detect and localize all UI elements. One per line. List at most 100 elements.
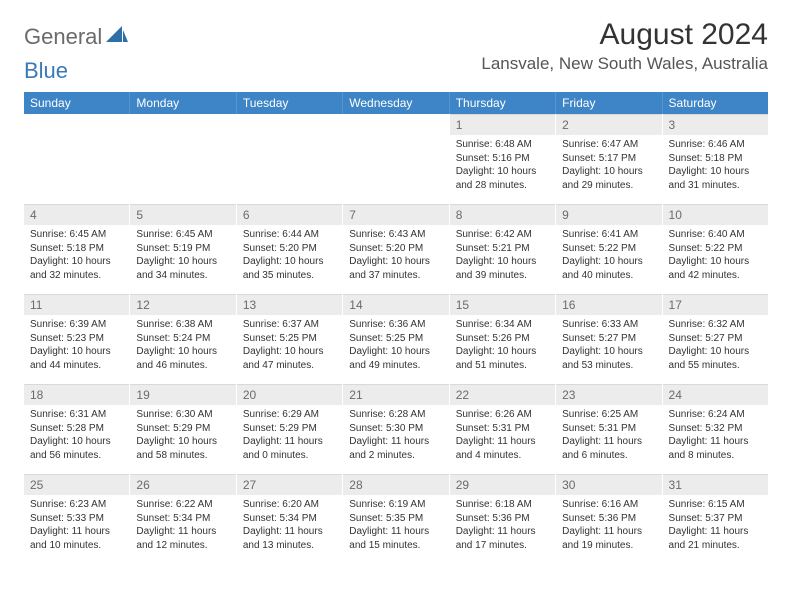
daylight-text: Daylight: 10 hours and 46 minutes. bbox=[136, 345, 229, 372]
day-info: Sunrise: 6:37 AMSunset: 5:25 PMDaylight:… bbox=[237, 315, 342, 378]
day-info: Sunrise: 6:42 AMSunset: 5:21 PMDaylight:… bbox=[450, 225, 555, 288]
daylight-text: Daylight: 11 hours and 0 minutes. bbox=[243, 435, 336, 462]
day-cell: 19Sunrise: 6:30 AMSunset: 5:29 PMDayligh… bbox=[130, 384, 236, 474]
week-row: 25Sunrise: 6:23 AMSunset: 5:33 PMDayligh… bbox=[24, 474, 768, 564]
day-info: Sunrise: 6:29 AMSunset: 5:29 PMDaylight:… bbox=[237, 405, 342, 468]
day-info: Sunrise: 6:38 AMSunset: 5:24 PMDaylight:… bbox=[130, 315, 235, 378]
daylight-text: Daylight: 11 hours and 17 minutes. bbox=[456, 525, 549, 552]
sunrise-text: Sunrise: 6:43 AM bbox=[349, 228, 442, 242]
daylight-text: Daylight: 10 hours and 34 minutes. bbox=[136, 255, 229, 282]
daylight-text: Daylight: 11 hours and 8 minutes. bbox=[669, 435, 762, 462]
day-cell bbox=[343, 114, 449, 204]
day-info bbox=[237, 135, 342, 144]
day-info: Sunrise: 6:32 AMSunset: 5:27 PMDaylight:… bbox=[663, 315, 768, 378]
day-cell: 29Sunrise: 6:18 AMSunset: 5:36 PMDayligh… bbox=[450, 474, 556, 564]
sunset-text: Sunset: 5:20 PM bbox=[243, 242, 336, 256]
sunset-text: Sunset: 5:34 PM bbox=[136, 512, 229, 526]
sunset-text: Sunset: 5:31 PM bbox=[456, 422, 549, 436]
sunset-text: Sunset: 5:16 PM bbox=[456, 152, 549, 166]
day-number: 2 bbox=[556, 114, 661, 135]
day-info: Sunrise: 6:44 AMSunset: 5:20 PMDaylight:… bbox=[237, 225, 342, 288]
day-number: 5 bbox=[130, 204, 235, 225]
week-row: 1Sunrise: 6:48 AMSunset: 5:16 PMDaylight… bbox=[24, 114, 768, 204]
day-info bbox=[343, 135, 448, 144]
logo-text-general: General bbox=[24, 24, 102, 50]
day-cell: 6Sunrise: 6:44 AMSunset: 5:20 PMDaylight… bbox=[237, 204, 343, 294]
sunset-text: Sunset: 5:25 PM bbox=[349, 332, 442, 346]
day-cell bbox=[237, 114, 343, 204]
day-cell: 23Sunrise: 6:25 AMSunset: 5:31 PMDayligh… bbox=[556, 384, 662, 474]
day-info: Sunrise: 6:23 AMSunset: 5:33 PMDaylight:… bbox=[24, 495, 129, 558]
day-info: Sunrise: 6:16 AMSunset: 5:36 PMDaylight:… bbox=[556, 495, 661, 558]
daylight-text: Daylight: 11 hours and 19 minutes. bbox=[562, 525, 655, 552]
sunset-text: Sunset: 5:22 PM bbox=[562, 242, 655, 256]
day-cell: 16Sunrise: 6:33 AMSunset: 5:27 PMDayligh… bbox=[556, 294, 662, 384]
sunrise-text: Sunrise: 6:34 AM bbox=[456, 318, 549, 332]
day-info: Sunrise: 6:45 AMSunset: 5:19 PMDaylight:… bbox=[130, 225, 235, 288]
day-info: Sunrise: 6:41 AMSunset: 5:22 PMDaylight:… bbox=[556, 225, 661, 288]
weekday-header: Thursday bbox=[450, 92, 556, 114]
day-number: 27 bbox=[237, 474, 342, 495]
day-info: Sunrise: 6:33 AMSunset: 5:27 PMDaylight:… bbox=[556, 315, 661, 378]
day-info: Sunrise: 6:46 AMSunset: 5:18 PMDaylight:… bbox=[663, 135, 768, 198]
day-info: Sunrise: 6:20 AMSunset: 5:34 PMDaylight:… bbox=[237, 495, 342, 558]
day-cell: 25Sunrise: 6:23 AMSunset: 5:33 PMDayligh… bbox=[24, 474, 130, 564]
weekday-header: Friday bbox=[556, 92, 662, 114]
sunrise-text: Sunrise: 6:19 AM bbox=[349, 498, 442, 512]
day-number: 8 bbox=[450, 204, 555, 225]
sunset-text: Sunset: 5:30 PM bbox=[349, 422, 442, 436]
daylight-text: Daylight: 11 hours and 4 minutes. bbox=[456, 435, 549, 462]
sunrise-text: Sunrise: 6:37 AM bbox=[243, 318, 336, 332]
day-info: Sunrise: 6:19 AMSunset: 5:35 PMDaylight:… bbox=[343, 495, 448, 558]
weeks-container: 1Sunrise: 6:48 AMSunset: 5:16 PMDaylight… bbox=[24, 114, 768, 564]
day-cell: 3Sunrise: 6:46 AMSunset: 5:18 PMDaylight… bbox=[663, 114, 768, 204]
sunset-text: Sunset: 5:29 PM bbox=[136, 422, 229, 436]
daylight-text: Daylight: 10 hours and 42 minutes. bbox=[669, 255, 762, 282]
sunrise-text: Sunrise: 6:23 AM bbox=[30, 498, 123, 512]
day-info: Sunrise: 6:39 AMSunset: 5:23 PMDaylight:… bbox=[24, 315, 129, 378]
sunset-text: Sunset: 5:37 PM bbox=[669, 512, 762, 526]
day-number: 18 bbox=[24, 384, 129, 405]
daylight-text: Daylight: 10 hours and 40 minutes. bbox=[562, 255, 655, 282]
day-cell: 2Sunrise: 6:47 AMSunset: 5:17 PMDaylight… bbox=[556, 114, 662, 204]
weekday-header: Wednesday bbox=[343, 92, 449, 114]
day-info: Sunrise: 6:36 AMSunset: 5:25 PMDaylight:… bbox=[343, 315, 448, 378]
day-info: Sunrise: 6:30 AMSunset: 5:29 PMDaylight:… bbox=[130, 405, 235, 468]
sunset-text: Sunset: 5:29 PM bbox=[243, 422, 336, 436]
day-info: Sunrise: 6:15 AMSunset: 5:37 PMDaylight:… bbox=[663, 495, 768, 558]
daylight-text: Daylight: 10 hours and 35 minutes. bbox=[243, 255, 336, 282]
calendar: SundayMondayTuesdayWednesdayThursdayFrid… bbox=[24, 92, 768, 564]
title-area: August 2024 Lansvale, New South Wales, A… bbox=[481, 18, 768, 74]
day-info: Sunrise: 6:25 AMSunset: 5:31 PMDaylight:… bbox=[556, 405, 661, 468]
sunset-text: Sunset: 5:21 PM bbox=[456, 242, 549, 256]
sunrise-text: Sunrise: 6:47 AM bbox=[562, 138, 655, 152]
day-number: 17 bbox=[663, 294, 768, 315]
week-row: 4Sunrise: 6:45 AMSunset: 5:18 PMDaylight… bbox=[24, 204, 768, 294]
day-cell: 7Sunrise: 6:43 AMSunset: 5:20 PMDaylight… bbox=[343, 204, 449, 294]
sunset-text: Sunset: 5:18 PM bbox=[669, 152, 762, 166]
sunrise-text: Sunrise: 6:24 AM bbox=[669, 408, 762, 422]
day-info: Sunrise: 6:31 AMSunset: 5:28 PMDaylight:… bbox=[24, 405, 129, 468]
daylight-text: Daylight: 10 hours and 56 minutes. bbox=[30, 435, 123, 462]
weekday-header: Tuesday bbox=[237, 92, 343, 114]
sunset-text: Sunset: 5:28 PM bbox=[30, 422, 123, 436]
week-row: 18Sunrise: 6:31 AMSunset: 5:28 PMDayligh… bbox=[24, 384, 768, 474]
sunrise-text: Sunrise: 6:40 AM bbox=[669, 228, 762, 242]
day-info: Sunrise: 6:26 AMSunset: 5:31 PMDaylight:… bbox=[450, 405, 555, 468]
day-cell: 13Sunrise: 6:37 AMSunset: 5:25 PMDayligh… bbox=[237, 294, 343, 384]
sunrise-text: Sunrise: 6:39 AM bbox=[30, 318, 123, 332]
day-cell: 11Sunrise: 6:39 AMSunset: 5:23 PMDayligh… bbox=[24, 294, 130, 384]
sunrise-text: Sunrise: 6:15 AM bbox=[669, 498, 762, 512]
day-number: 24 bbox=[663, 384, 768, 405]
weekday-header: Monday bbox=[130, 92, 236, 114]
daylight-text: Daylight: 10 hours and 44 minutes. bbox=[30, 345, 123, 372]
day-info: Sunrise: 6:22 AMSunset: 5:34 PMDaylight:… bbox=[130, 495, 235, 558]
day-number: 26 bbox=[130, 474, 235, 495]
day-number: 6 bbox=[237, 204, 342, 225]
sunrise-text: Sunrise: 6:41 AM bbox=[562, 228, 655, 242]
day-number: 9 bbox=[556, 204, 661, 225]
sunrise-text: Sunrise: 6:18 AM bbox=[456, 498, 549, 512]
daylight-text: Daylight: 11 hours and 13 minutes. bbox=[243, 525, 336, 552]
sunrise-text: Sunrise: 6:42 AM bbox=[456, 228, 549, 242]
sunrise-text: Sunrise: 6:30 AM bbox=[136, 408, 229, 422]
